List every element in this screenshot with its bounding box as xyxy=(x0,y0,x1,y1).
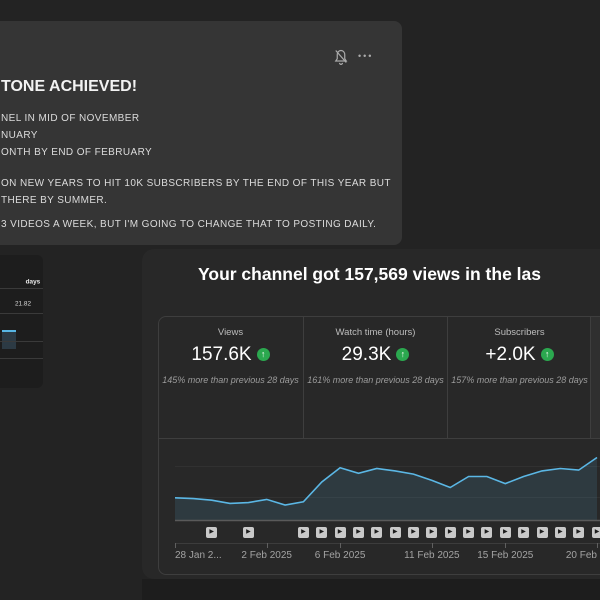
metric-label: Subscribers xyxy=(494,327,545,338)
bell-slash-glyph xyxy=(334,49,348,65)
video-marker[interactable]: ▶ xyxy=(536,527,548,538)
metrics-card xyxy=(158,316,600,575)
x-axis-label: 28 Jan 2... xyxy=(175,550,222,561)
video-markers-row: ▶ ▶ ▶ ▶ ▶ ▶ ▶ ▶ ▶ ▶ ▶ ▶ ▶ ▶ ▶ ▶ ▶ ▶ ▶ xyxy=(175,527,600,538)
metric-value: +2.0K xyxy=(485,343,536,365)
metric-tab-subscribers[interactable]: Subscribers +2.0K ↑ 157% more than previ… xyxy=(448,327,591,385)
video-marker[interactable]: ▶ xyxy=(316,527,328,538)
trend-up-icon: ↑ xyxy=(540,348,554,361)
x-axis-label: 2 Feb 2025 xyxy=(241,550,292,561)
metric-value: 157.6K xyxy=(191,343,252,365)
metric-tab-views[interactable]: Views 157.6K ↑ 145% more than previous 2… xyxy=(159,327,302,385)
x-axis-line xyxy=(175,543,600,544)
x-axis-label: 6 Feb 2025 xyxy=(314,550,366,561)
x-axis-tick xyxy=(431,543,433,548)
post-text-line: NEL IN MID OF NOVEMBER xyxy=(1,113,140,124)
post-text-line: NUARY xyxy=(1,130,38,141)
video-marker[interactable]: ▶ xyxy=(518,527,530,538)
x-axis-label: 15 Feb 2025 xyxy=(477,550,534,561)
chart-gridline xyxy=(175,497,600,498)
video-marker[interactable]: ▶ xyxy=(463,527,475,538)
trend-up-icon: ↑ xyxy=(396,348,410,361)
views-line-chart[interactable] xyxy=(175,425,600,525)
more-options-icon[interactable]: ••• xyxy=(358,51,374,61)
chart-line xyxy=(175,456,598,506)
video-marker[interactable]: ▶ xyxy=(389,527,401,538)
x-axis-ticks xyxy=(175,543,600,549)
notifications-off-icon[interactable] xyxy=(332,48,350,68)
video-marker[interactable]: ▶ xyxy=(499,527,511,538)
post-text-line: 3 VIDEOS A WEEK, BUT I'M GOING TO CHANGE… xyxy=(1,219,377,230)
video-marker[interactable]: ▶ xyxy=(481,527,493,538)
metric-divider xyxy=(590,317,591,438)
video-marker[interactable]: ▶ xyxy=(242,527,254,538)
video-marker[interactable]: ▶ xyxy=(353,527,364,538)
x-axis-label: 11 Feb 2025 xyxy=(404,550,460,561)
chart-area-fill xyxy=(175,457,597,520)
trend-up-icon: ↑ xyxy=(256,348,270,361)
x-axis-tick xyxy=(340,543,342,548)
metric-caption: 145% more than previous 28 days xyxy=(162,375,299,385)
metric-caption: 161% more than previous 28 days xyxy=(307,375,444,385)
video-marker[interactable]: ▶ xyxy=(591,527,600,538)
post-text-line: ONTH BY END OF FEBRUARY xyxy=(1,147,153,158)
video-marker[interactable]: ▶ xyxy=(206,527,218,538)
metric-caption: 157% more than previous 28 days xyxy=(451,375,588,385)
x-axis-tick xyxy=(266,543,268,548)
metric-divider xyxy=(303,317,304,438)
post-text-line: THERE BY SUMMER. xyxy=(1,195,108,206)
x-axis-label: 20 Feb xyxy=(565,550,597,561)
metric-cell-cropped[interactable] xyxy=(591,317,600,438)
video-marker[interactable]: ▶ xyxy=(554,527,566,538)
analytics-panel: Your channel got 157,569 views in the la… xyxy=(142,249,600,579)
thumbnail-mini-chart xyxy=(2,330,16,349)
x-axis-tick xyxy=(175,543,176,548)
metric-value: 29.3K xyxy=(341,343,392,365)
thumbnail-value-text: 21.82 xyxy=(15,300,32,308)
metric-label: Views xyxy=(217,327,244,338)
analytics-title: Your channel got 157,569 views in the la… xyxy=(198,264,541,284)
video-marker[interactable]: ▶ xyxy=(444,527,456,538)
x-axis-tick xyxy=(505,543,507,548)
thumbnail-divider xyxy=(0,313,43,314)
video-marker[interactable]: ▶ xyxy=(297,527,309,538)
thumbnail-divider xyxy=(0,358,43,359)
video-marker[interactable]: ▶ xyxy=(334,527,346,538)
video-marker[interactable]: ▶ xyxy=(408,527,419,538)
chart-gridline xyxy=(175,466,600,467)
thumbnail-divider xyxy=(0,288,43,289)
metric-divider xyxy=(447,317,448,438)
video-marker[interactable]: ▶ xyxy=(426,527,438,538)
community-post-panel: ••• TONE ACHIEVED! NEL IN MID OF NOVEMBE… xyxy=(0,21,402,245)
post-title: TONE ACHIEVED! xyxy=(1,78,138,95)
thumbnail-divider xyxy=(0,341,43,342)
x-axis-tick xyxy=(597,543,598,548)
metrics-bottom-border xyxy=(159,438,600,439)
thumbnail-header-text: days xyxy=(25,278,40,286)
post-text-line: ON NEW YEARS TO HIT 10K SUBSCRIBERS BY T… xyxy=(1,178,391,189)
metric-label: Watch time (hours) xyxy=(335,327,416,338)
metric-tab-watch-time[interactable]: Watch time (hours) 29.3K ↑ 161% more tha… xyxy=(304,327,447,385)
analytics-thumbnail-panel[interactable]: days 21.82 xyxy=(0,255,43,388)
x-axis-labels: 28 Jan 2... 2 Feb 2025 6 Feb 2025 11 Feb 20… xyxy=(175,550,600,564)
panel-shadow-strip xyxy=(142,579,600,600)
video-marker[interactable]: ▶ xyxy=(371,527,383,538)
video-marker[interactable]: ▶ xyxy=(573,527,585,538)
